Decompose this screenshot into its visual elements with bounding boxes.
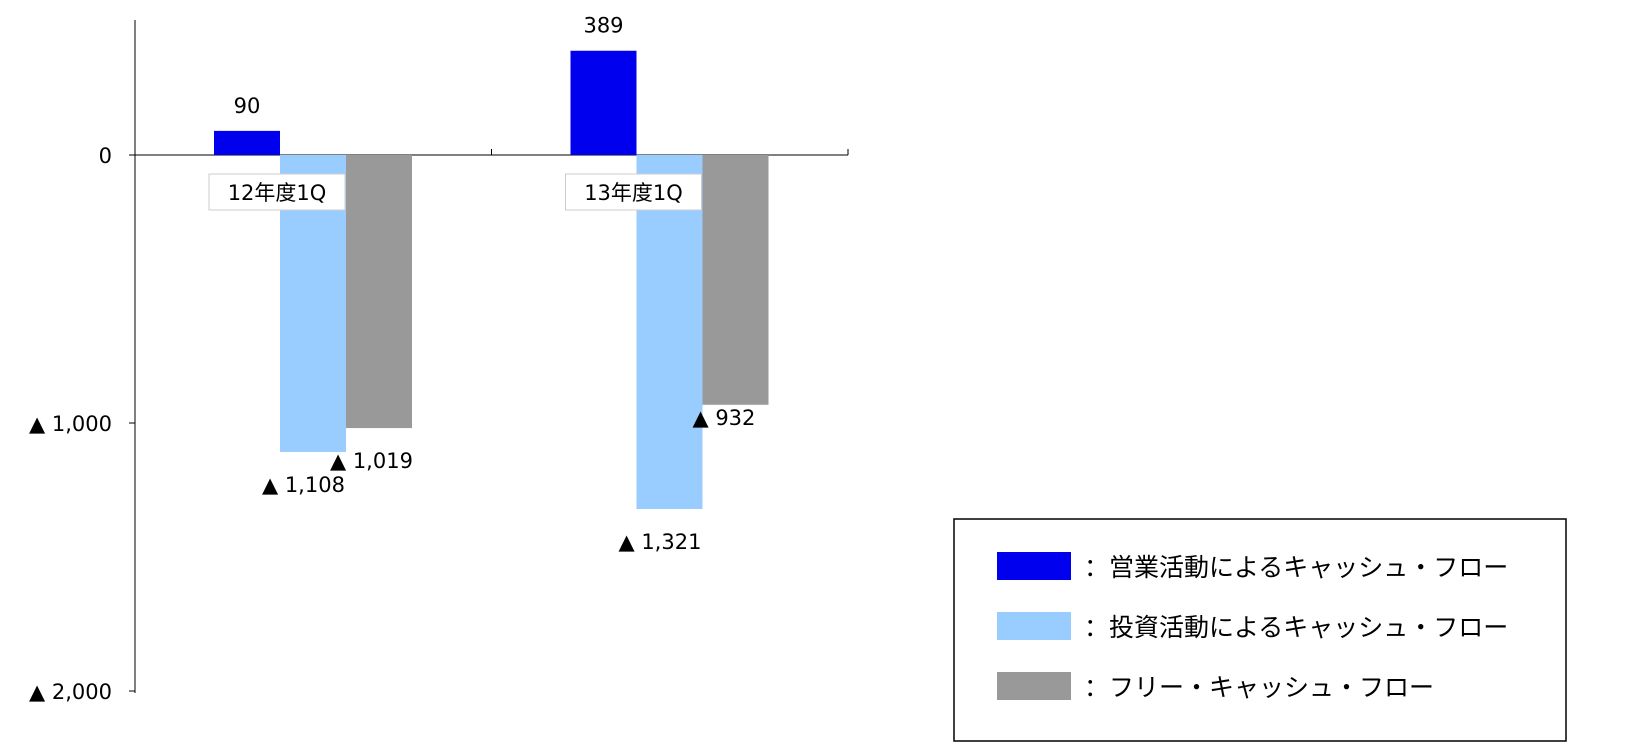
- data-label-series-2-category-1: ▲ 932: [693, 406, 756, 430]
- bar-series-2-category-0: [346, 155, 412, 429]
- category-label-text: 13年度1Q: [584, 181, 683, 205]
- legend-label: ：営業活動によるキャッシュ・フロー: [1084, 553, 1508, 582]
- bar-series-2-category-1: [702, 155, 769, 405]
- data-labels: 90 ▲ 1,108▲ 1,019 389 ▲ 1,321 ▲ 932: [234, 14, 756, 554]
- legend-swatch: [997, 612, 1071, 640]
- legend: ：営業活動によるキャッシュ・フロー ：投資活動によるキャッシュ・フロー ：フリー・キ…: [953, 518, 1567, 742]
- legend-label: ：フリー・キャッシュ・フロー: [1084, 673, 1434, 702]
- category-label-box: [208, 173, 346, 211]
- legend-item-2: ：フリー・キャッシュ・フロー: [997, 672, 1434, 702]
- category-label-text: 12年度1Q: [228, 181, 327, 205]
- y-tick-label: ▲ 1,000: [29, 412, 112, 436]
- bar-series-1-category-1: [636, 155, 703, 510]
- y-axis: 0 ▲ 1,000 ▲ 2,000: [29, 20, 136, 704]
- legend-item-1: ：投資活動によるキャッシュ・フロー: [997, 612, 1508, 642]
- legend-swatch: [997, 672, 1071, 700]
- legend-label: ：投資活動によるキャッシュ・フロー: [1084, 613, 1508, 642]
- legend-item-0: ：営業活動によるキャッシュ・フロー: [997, 552, 1508, 582]
- bars: [214, 50, 769, 510]
- y-tick-label: 0: [99, 144, 112, 168]
- category-label-0: 12年度1Q: [208, 173, 346, 211]
- legend-swatch: [997, 552, 1071, 580]
- category-label-box: [565, 173, 702, 211]
- y-tick-label: ▲ 2,000: [29, 680, 112, 704]
- data-label-series-1-category-0: ▲ 1,108: [262, 473, 345, 497]
- bar-series-0-category-1: [570, 50, 637, 155]
- bar-series-0-category-0: [214, 130, 280, 155]
- data-label-series-0-category-0: 90: [234, 94, 261, 118]
- data-label-series-2-category-0: ▲ 1,019: [330, 449, 413, 473]
- category-labels: 12年度1Q 13年度1Q: [208, 173, 702, 211]
- data-label-series-1-category-1: ▲ 1,321: [619, 530, 702, 554]
- category-label-1: 13年度1Q: [565, 173, 702, 211]
- data-label-series-0-category-1: 389: [583, 14, 623, 38]
